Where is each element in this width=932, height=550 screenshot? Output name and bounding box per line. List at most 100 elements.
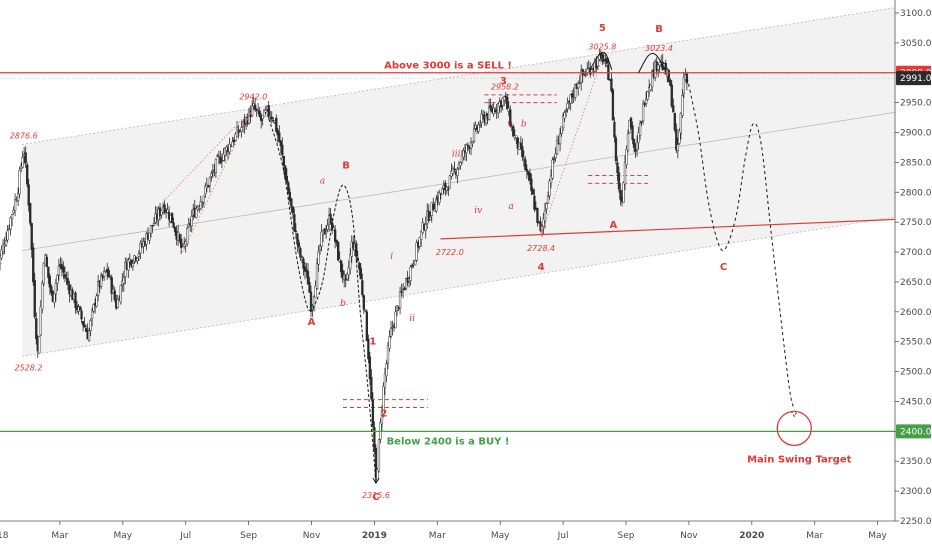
candle-body-299 xyxy=(447,189,450,191)
candle-body-262 xyxy=(391,326,394,329)
candle-body-278 xyxy=(415,242,418,261)
candle-body-251 xyxy=(374,447,378,479)
candle-body-416 xyxy=(623,162,627,185)
candle-body-210 xyxy=(312,296,316,308)
candle-body-243 xyxy=(362,295,365,310)
y-tick-label-2300: 2300.0 xyxy=(900,487,932,497)
candle-body-102 xyxy=(149,225,153,234)
wave-sublabel-8: a xyxy=(509,202,514,212)
candle-body-35 xyxy=(48,276,51,288)
candle-body-359 xyxy=(537,220,541,223)
candle-body-33 xyxy=(45,256,48,267)
candle-body-9 xyxy=(9,217,12,230)
x-tick-label-12: 2020 xyxy=(739,531,764,541)
candle-body-367 xyxy=(549,175,553,184)
candle-body-218 xyxy=(324,231,328,234)
candle-body-69 xyxy=(100,274,103,287)
candle-body-412 xyxy=(617,172,621,190)
candle-body-3 xyxy=(0,249,3,259)
candle-body-233 xyxy=(347,267,350,276)
candle-body-434 xyxy=(651,70,654,87)
candle-body-307 xyxy=(459,162,462,166)
candle-body-241 xyxy=(359,267,362,280)
candle-body-29 xyxy=(39,306,42,336)
wave-sublabel-9: b xyxy=(521,120,527,130)
candle-body-297 xyxy=(444,183,447,191)
candle-body-11 xyxy=(12,210,15,213)
candle-body-293 xyxy=(438,192,441,203)
candle-body-59 xyxy=(84,328,88,332)
y-tick-label-2600: 2600.0 xyxy=(900,308,932,318)
candle-body-45 xyxy=(63,274,67,278)
candle-body-142 xyxy=(210,173,213,177)
candle-body-84 xyxy=(122,277,125,284)
wave-label-1: A xyxy=(308,317,316,328)
candle-body-312 xyxy=(466,145,470,147)
x-axis-panel xyxy=(0,521,932,550)
y-tick-label-2750: 2750.0 xyxy=(900,218,932,228)
candle-body-291 xyxy=(435,198,438,212)
candle-body-353 xyxy=(528,172,532,181)
candle-body-411 xyxy=(616,162,619,174)
candle-body-421 xyxy=(631,125,634,140)
candle-body-193 xyxy=(287,182,290,194)
candle-body-453 xyxy=(679,113,682,134)
candle-body-314 xyxy=(469,141,473,149)
candle-body-430 xyxy=(644,99,648,104)
price-label-3: 2942.0 xyxy=(239,92,267,101)
candle-body-295 xyxy=(441,188,444,195)
candle-body-240 xyxy=(358,262,361,270)
candle-body-36 xyxy=(50,286,53,294)
candle-body-267 xyxy=(398,291,402,309)
candle-body-342 xyxy=(512,126,515,137)
candle-body-422 xyxy=(632,139,636,148)
candle-body-287 xyxy=(429,216,432,220)
candle-body-111 xyxy=(163,204,166,213)
wave-label-4: 1 xyxy=(369,337,376,348)
candle-body-337 xyxy=(504,95,507,98)
wave-label-9: A xyxy=(610,220,618,231)
y-axis-panel xyxy=(895,0,932,550)
candle-body-17 xyxy=(21,157,24,168)
candle-body-428 xyxy=(641,103,645,122)
candle-body-47 xyxy=(66,278,70,285)
candle-body-25 xyxy=(33,280,36,317)
channel-mid-line xyxy=(22,111,900,252)
candle-body-390 xyxy=(584,74,587,76)
candle-body-301 xyxy=(450,170,453,177)
candle-body-206 xyxy=(306,271,310,285)
candle-body-126 xyxy=(186,228,189,245)
candle-body-326 xyxy=(487,106,491,120)
candle-body-454 xyxy=(681,95,684,116)
candle-body-154 xyxy=(228,143,231,153)
candle-body-280 xyxy=(418,237,421,247)
candle-body-425 xyxy=(637,132,640,144)
candle-body-373 xyxy=(558,133,562,145)
candle-body-38 xyxy=(53,293,56,303)
candle-body-316 xyxy=(472,128,476,142)
candle-body-150 xyxy=(222,153,225,161)
projection-path xyxy=(686,78,795,410)
candle-body-39 xyxy=(54,282,58,295)
candle-body-259 xyxy=(386,345,390,364)
candle-body-5 xyxy=(3,244,6,247)
candle-body-177 xyxy=(263,109,266,118)
x-tick-label-13: Mar xyxy=(806,531,823,541)
candle-body-289 xyxy=(432,203,435,211)
candle-body-268 xyxy=(400,291,403,293)
candle-body-298 xyxy=(445,186,449,191)
candle-body-199 xyxy=(296,233,299,245)
candle-body-270 xyxy=(403,288,406,290)
candle-body-319 xyxy=(477,124,480,132)
candle-body-445 xyxy=(667,70,670,83)
price-label-6: 2958.2 xyxy=(491,83,519,92)
candle-body-200 xyxy=(297,242,301,248)
candle-body-52 xyxy=(74,292,77,308)
candle-body-376 xyxy=(563,112,566,119)
candle-body-94 xyxy=(137,253,141,257)
candle-body-368 xyxy=(551,159,554,179)
candle-body-34 xyxy=(47,266,50,278)
last-price-badge-bg xyxy=(896,71,931,86)
x-tick-label-4: Sep xyxy=(240,531,257,541)
